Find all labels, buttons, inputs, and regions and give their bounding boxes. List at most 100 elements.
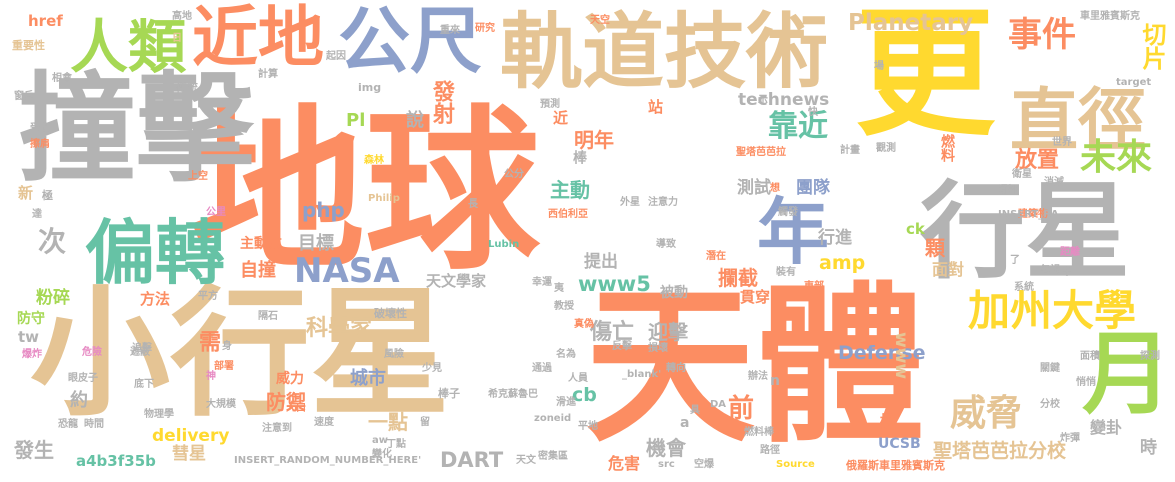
word-gaodi: 高地: [172, 11, 192, 22]
word-waixing: 外星: [620, 197, 640, 208]
word-mosun: 擦肩: [30, 139, 50, 150]
word-shijian2: 時間: [84, 419, 104, 430]
word-ranliaobang: 燃料棒: [744, 427, 774, 438]
word-shengtabablafenxiao: 聖塔芭芭拉分校: [933, 440, 1067, 462]
word-xin: 新: [18, 184, 34, 202]
word-tiankong: 天空: [590, 15, 610, 26]
word-amp: amp: [819, 252, 866, 274]
word-fenxiao: 分校: [1040, 399, 1060, 410]
word-jianzhuwu: 建築物: [1018, 209, 1048, 220]
word-ck: ck: [906, 220, 925, 238]
word-fangzhi: 放置: [1015, 148, 1060, 173]
word-yidian: 一點: [368, 410, 408, 434]
word-xingjin: 行進: [818, 228, 852, 248]
word-eluosicheliya: 俄羅斯車里雅賓斯克: [846, 459, 945, 472]
word-huapo: 滑進: [556, 397, 576, 408]
word-technews: technews: [738, 90, 830, 110]
word-juli: 距離: [1060, 247, 1080, 258]
word-shijie: 世界: [1052, 137, 1072, 148]
word-gongfen: 公分: [504, 169, 524, 180]
word-ceshi: 測試: [737, 178, 771, 198]
word-dingdian: 丁點: [386, 439, 406, 450]
word-le: 了: [1010, 255, 1020, 266]
word-chang: 長: [468, 199, 478, 210]
word-planetary: Planetary: [848, 10, 974, 36]
word-zhongyaoxing: 重要性: [12, 39, 45, 52]
word-kongju: 恐龍: [58, 419, 78, 430]
word-sudu: 速度: [314, 417, 334, 428]
word-xiangcha: 相會: [52, 73, 72, 84]
word-renlei: 人類: [70, 13, 187, 81]
word-tianwenxuejia: 天文學家: [426, 272, 487, 290]
word-nasa: NASA: [294, 251, 400, 291]
word-zhebi: 遮蔽: [130, 347, 150, 358]
word-jiazhoudaxue: 加州大學: [968, 286, 1137, 335]
word-shi: 時: [1140, 438, 1157, 458]
word-img: img: [358, 81, 382, 94]
word-tance: 探測: [1140, 351, 1160, 362]
word-da: DA: [710, 399, 727, 410]
word-shangwang: 傷亡: [590, 320, 635, 345]
word-renyuan: 人員: [568, 373, 588, 384]
word-tongguo: 通過: [532, 363, 552, 374]
word-renkou: 人口: [286, 403, 306, 414]
word-mingnian: 明年: [574, 128, 614, 152]
word-pingdi: 平地: [578, 421, 598, 432]
word-xu: 需: [195, 330, 220, 352]
word-src: src: [658, 459, 675, 470]
word-zhudongfang: 主動方: [240, 236, 282, 252]
word-ucsb: UCSB: [878, 436, 921, 452]
word-xikesuluba: 希克蘇魯巴: [488, 389, 538, 400]
word-href: href: [28, 12, 63, 30]
word-zhuangyou: 裝有: [776, 267, 796, 278]
word-shangkong: 上空: [188, 171, 208, 182]
word-a: a: [680, 415, 690, 431]
word-shen2: 神: [206, 371, 216, 382]
word-mianji: 面積: [1080, 351, 1100, 362]
word-jindi: 近地: [192, 0, 324, 76]
word-qiepian: 切片: [1138, 22, 1166, 70]
word-xitong: 系統: [1014, 282, 1034, 293]
word-lubin: Lubin: [488, 239, 520, 250]
word-cb: cb: [572, 384, 597, 406]
word-jiaoshou: 教授: [554, 301, 574, 312]
word-chuanghu: 窗戶: [14, 91, 34, 102]
word-guanjian: 關鍵: [1040, 363, 1060, 374]
word-wulixue: 物理學: [144, 409, 174, 420]
word-www: www: [891, 332, 911, 380]
word-target: target: [1116, 77, 1152, 88]
word-defense: Defense: [838, 342, 926, 364]
word-dongbu: 東部: [804, 281, 824, 292]
word-fangshou: 防守: [17, 311, 45, 327]
word-shen: 身: [222, 341, 232, 352]
word-xiboliya: 西伯利亞: [548, 209, 588, 220]
word-guance: 觀測: [876, 143, 896, 154]
word-xiaoxingxing: 小行星: [30, 273, 451, 436]
word-ju: 具: [690, 405, 700, 416]
word-fensui: 粉碎: [36, 288, 70, 308]
word-xingxing: 行星: [920, 171, 1131, 293]
word-beidong: 被動: [660, 285, 688, 301]
word-buju: 部署: [214, 361, 234, 372]
word-banfa: 辦法: [748, 371, 768, 382]
word-hulue: 忽視: [1040, 265, 1060, 276]
word-shoushang: 受傷: [30, 123, 50, 134]
word-yue2: 約: [70, 390, 88, 411]
word-source: Source: [776, 459, 815, 470]
word-kexuejia: 科學家: [306, 316, 373, 341]
word-pohuaixing: 破壞性: [374, 307, 407, 320]
word-mijiqu: 密集區: [538, 451, 568, 462]
word-pl: Pl: [346, 110, 366, 131]
word-zhenwei: 真偽: [574, 319, 594, 330]
word-qiaoqiao: 悄悄: [1076, 377, 1096, 388]
word-jin: 近: [551, 110, 569, 125]
word-blank: _blank': [622, 369, 662, 380]
word-zhan: 站: [648, 98, 664, 116]
word-chonglai: 重來: [440, 25, 460, 36]
word-yuce: 預測: [540, 99, 560, 110]
word-gongchi: 公尺: [338, 0, 483, 83]
word-fangfa: 方法: [140, 290, 171, 308]
word-fengxian: 風險: [384, 349, 404, 360]
word-php: php: [302, 198, 345, 222]
